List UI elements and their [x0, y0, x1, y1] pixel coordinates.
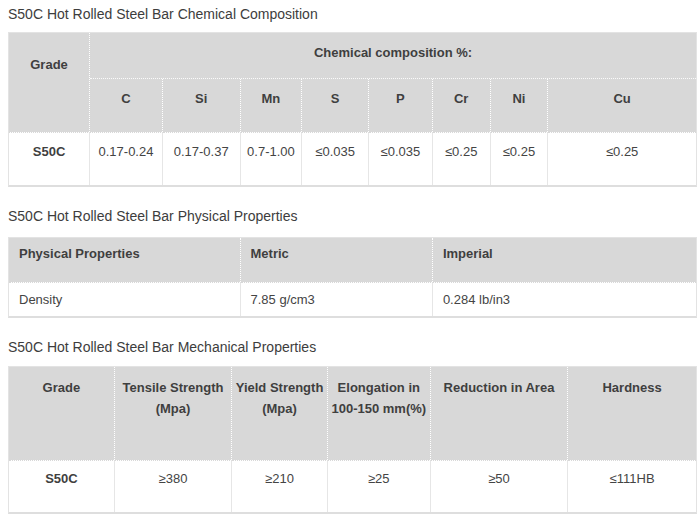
chemical-grade-value: S50C	[9, 132, 90, 185]
chemical-group-header: Chemical composition %:	[90, 33, 696, 79]
col-header-mn: Mn	[241, 79, 303, 132]
col-header-reduction-in-area: Reduction in Area	[431, 367, 568, 460]
col-header-grade: Grade	[9, 367, 115, 460]
mechanical-yield-value: ≥210	[232, 460, 327, 512]
mechanical-section-heading: S50C Hot Rolled Steel Bar Mechanical Pro…	[8, 337, 697, 357]
physical-properties-table: Physical Properties Metric Imperial Dens…	[8, 237, 697, 318]
mechanical-elongation-value: ≥25	[328, 460, 431, 512]
col-header-physical-properties: Physical Properties	[9, 238, 241, 282]
chemical-data-row: S50C 0.17-0.24 0.17-0.37 0.7-1.00 ≤0.035…	[9, 132, 696, 185]
chemical-value-cr: ≤0.25	[433, 132, 491, 185]
col-header-yield-strength: Yield Strength (Mpa)	[232, 367, 327, 460]
mechanical-header-row: Grade Tensile Strength (Mpa) Yield Stren…	[9, 367, 696, 460]
physical-section-heading: S50C Hot Rolled Steel Bar Physical Prope…	[8, 206, 697, 226]
col-header-s: S	[302, 79, 369, 132]
mechanical-properties-table: Grade Tensile Strength (Mpa) Yield Stren…	[8, 366, 697, 514]
col-header-metric: Metric	[241, 238, 433, 282]
chemical-value-c: 0.17-0.24	[90, 132, 163, 185]
col-header-elongation: Elongation in 100-150 mm(%)	[328, 367, 431, 460]
physical-header-row: Physical Properties Metric Imperial	[9, 238, 696, 282]
mechanical-tensile-value: ≥380	[115, 460, 232, 512]
chemical-composition-table: Grade Chemical composition %: C Si Mn S …	[8, 32, 697, 187]
chemical-value-ni: ≤0.25	[491, 132, 549, 185]
chemical-value-cu: ≤0.25	[548, 132, 696, 185]
col-header-imperial: Imperial	[433, 238, 696, 282]
physical-metric-value: 7.85 g/cm3	[241, 282, 433, 316]
col-header-hardness: Hardness	[568, 367, 696, 460]
col-header-c: C	[90, 79, 163, 132]
col-header-p: P	[369, 79, 433, 132]
physical-imperial-value: 0.284 lb/in3	[433, 282, 696, 316]
physical-property-name: Density	[9, 282, 241, 316]
col-header-ni: Ni	[491, 79, 549, 132]
col-header-cu: Cu	[548, 79, 696, 132]
mechanical-data-row: S50C ≥380 ≥210 ≥25 ≥50 ≤111HB	[9, 460, 696, 512]
col-header-si: Si	[163, 79, 241, 132]
mechanical-reduction-value: ≥50	[431, 460, 568, 512]
mechanical-grade-value: S50C	[9, 460, 115, 512]
chemical-value-mn: 0.7-1.00	[241, 132, 303, 185]
chemical-section-heading: S50C Hot Rolled Steel Bar Chemical Compo…	[8, 4, 697, 24]
chemical-grade-header: Grade	[9, 33, 90, 132]
mechanical-hardness-value: ≤111HB	[568, 460, 696, 512]
col-header-tensile-strength: Tensile Strength (Mpa)	[115, 367, 232, 460]
page-content: S50C Hot Rolled Steel Bar Chemical Compo…	[0, 0, 700, 514]
chemical-value-si: 0.17-0.37	[163, 132, 241, 185]
physical-data-row: Density 7.85 g/cm3 0.284 lb/in3	[9, 282, 696, 316]
chemical-element-header-row: C Si Mn S P Cr Ni Cu	[9, 79, 696, 132]
col-header-cr: Cr	[433, 79, 491, 132]
chemical-value-p: ≤0.035	[369, 132, 433, 185]
chemical-header-group-row: Grade Chemical composition %:	[9, 33, 696, 79]
chemical-value-s: ≤0.035	[302, 132, 369, 185]
